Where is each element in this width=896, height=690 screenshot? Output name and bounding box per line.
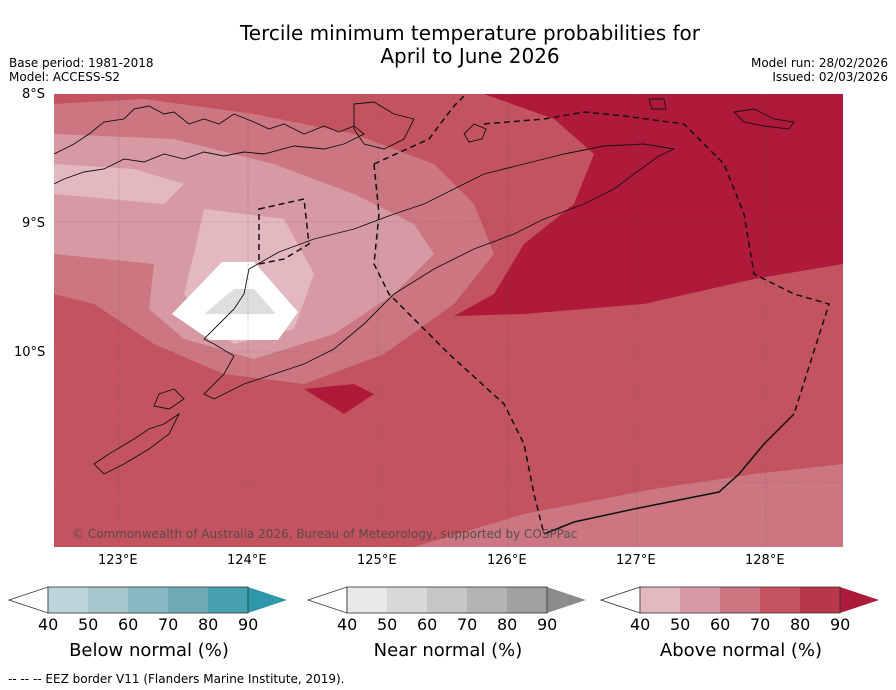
colorbar-near-swatch-40 (347, 587, 387, 613)
lon-label-124e: 124°E (227, 553, 267, 568)
colorbar-below-tick-80: 80 (198, 615, 219, 634)
colorbar-below-max-arrow (248, 587, 287, 613)
base-period-text: Base period: 1981-2018 (9, 56, 154, 70)
colorbar-below-label: Below normal (%) (69, 640, 229, 661)
colorbar-below-swatch-80 (208, 587, 248, 613)
model-run-text: Model run: 28/02/2026 (750, 56, 888, 70)
lon-label-128e: 128°E (745, 553, 785, 568)
model-text: Model: ACCESS-S2 (9, 70, 121, 84)
colorbar-below-tick-90: 90 (238, 615, 259, 634)
colorbar-near-max-arrow (547, 587, 586, 613)
colorbar-below-tick-70: 70 (158, 615, 179, 634)
colorbar-below-tick-50: 50 (78, 615, 99, 634)
colorbar-near-swatch-70 (467, 587, 507, 613)
lon-label-127e: 127°E (616, 553, 656, 568)
colorbar-above-normal (600, 586, 879, 614)
colorbar-near-label: Near normal (%) (373, 640, 523, 661)
colorbar-below-min-arrow (8, 586, 49, 614)
map-title-line2: April to June 2026 (380, 44, 560, 68)
colorbar-above-swatch-80 (800, 587, 840, 613)
lat-label-8s: 8°S (22, 87, 46, 102)
colorbar-near-swatch-50 (387, 587, 427, 613)
colorbar-below-normal (8, 586, 287, 614)
colorbar-near-normal (307, 586, 586, 614)
colorbar-above-swatch-40 (640, 587, 680, 613)
colorbar-below-swatch-60 (128, 587, 168, 613)
colorbar-near-tick-80: 80 (497, 615, 518, 634)
map-gridlines (54, 94, 843, 547)
colorbar-above-tick-60: 60 (710, 615, 731, 634)
colorbar-above-tick-40: 40 (630, 615, 651, 634)
map-region-60-70-south (414, 464, 843, 547)
eez-legend-text: -- -- -- EEZ border V11 (Flanders Marine… (8, 672, 345, 686)
colorbar-below-tick-40: 40 (38, 615, 59, 634)
probability-map: © Commonwealth of Australia 2026, Bureau… (54, 94, 843, 547)
map-region-80-90-east (454, 94, 843, 316)
colorbar-above-min-arrow (600, 586, 641, 614)
colorbar-above-swatch-60 (720, 587, 760, 613)
colorbar-above-tick-50: 50 (670, 615, 691, 634)
colorbar-above-label: Above normal (%) (659, 640, 823, 661)
colorbar-near-swatch-60 (427, 587, 467, 613)
colorbar-near-tick-40: 40 (337, 615, 358, 634)
colorbar-below-tick-60: 60 (118, 615, 139, 634)
colorbar-near-swatch-80 (507, 587, 547, 613)
lon-label-125e: 125°E (357, 553, 397, 568)
colorbar-above-swatch-70 (760, 587, 800, 613)
colorbar-above-tick-90: 90 (830, 615, 851, 634)
eez-border (258, 95, 830, 535)
issued-text: Issued: 02/03/2026 (772, 70, 888, 84)
colorbar-near-tick-50: 50 (377, 615, 398, 634)
colorbar-above-tick-80: 80 (790, 615, 811, 634)
colorbar-above-max-arrow (840, 587, 879, 613)
map-copyright: © Commonwealth of Australia 2026, Bureau… (72, 527, 577, 541)
colorbar-below-swatch-70 (168, 587, 208, 613)
colorbar-near-tick-60: 60 (417, 615, 438, 634)
lat-label-9s: 9°S (22, 216, 46, 231)
colorbar-near-min-arrow (307, 586, 348, 614)
lon-label-126e: 126°E (487, 553, 527, 568)
colorbar-above-swatch-50 (680, 587, 720, 613)
map-region-near-normal (204, 289, 276, 314)
colorbar-below-swatch-40 (48, 587, 88, 613)
lon-label-123e: 123°E (98, 553, 138, 568)
map-region-80-90-small (304, 384, 374, 414)
lat-label-10s: 10°S (14, 345, 46, 360)
map-title-line1: Tercile minimum temperature probabilitie… (239, 21, 701, 45)
colorbar-above-tick-70: 70 (750, 615, 771, 634)
colorbar-below-swatch-50 (88, 587, 128, 613)
coastlines (54, 98, 795, 475)
colorbar-near-tick-90: 90 (537, 615, 558, 634)
colorbar-near-tick-70: 70 (457, 615, 478, 634)
